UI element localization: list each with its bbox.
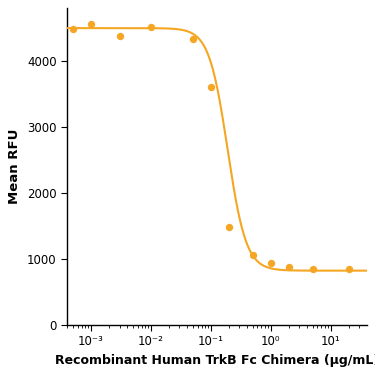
Point — [117, 33, 123, 39]
Point — [70, 26, 76, 32]
Point — [88, 21, 94, 27]
Point — [226, 224, 232, 230]
Point — [346, 266, 352, 272]
Point — [250, 252, 256, 258]
Point — [268, 260, 274, 266]
Point — [286, 264, 292, 270]
Point — [148, 24, 154, 30]
Point — [310, 266, 316, 272]
Point — [190, 36, 196, 42]
Y-axis label: Mean RFU: Mean RFU — [8, 129, 21, 204]
Point — [208, 84, 214, 90]
X-axis label: Recombinant Human TrkB Fc Chimera (μg/mL): Recombinant Human TrkB Fc Chimera (μg/mL… — [55, 354, 375, 367]
